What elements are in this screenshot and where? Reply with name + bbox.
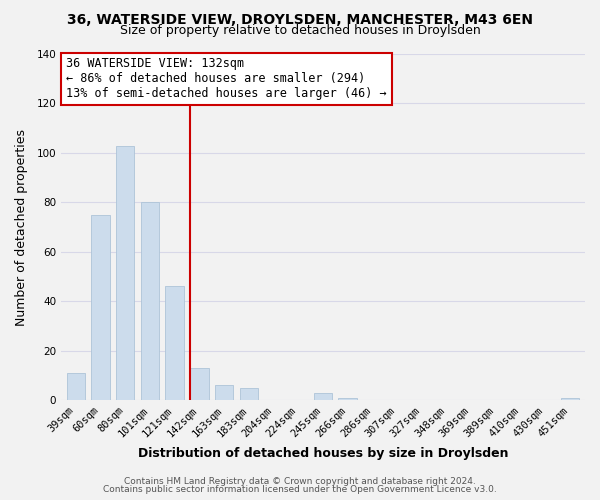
Text: 36 WATERSIDE VIEW: 132sqm
← 86% of detached houses are smaller (294)
13% of semi: 36 WATERSIDE VIEW: 132sqm ← 86% of detac… — [66, 58, 387, 100]
X-axis label: Distribution of detached houses by size in Droylsden: Distribution of detached houses by size … — [138, 447, 508, 460]
Bar — [91, 214, 110, 400]
Bar — [190, 368, 209, 400]
Text: Contains HM Land Registry data © Crown copyright and database right 2024.: Contains HM Land Registry data © Crown c… — [124, 477, 476, 486]
Bar — [338, 398, 357, 400]
Bar — [239, 388, 258, 400]
Bar — [215, 386, 233, 400]
Bar — [561, 398, 580, 400]
Text: 36, WATERSIDE VIEW, DROYLSDEN, MANCHESTER, M43 6EN: 36, WATERSIDE VIEW, DROYLSDEN, MANCHESTE… — [67, 12, 533, 26]
Bar — [67, 373, 85, 400]
Bar — [140, 202, 159, 400]
Bar — [166, 286, 184, 400]
Text: Size of property relative to detached houses in Droylsden: Size of property relative to detached ho… — [119, 24, 481, 37]
Y-axis label: Number of detached properties: Number of detached properties — [15, 128, 28, 326]
Bar — [314, 393, 332, 400]
Text: Contains public sector information licensed under the Open Government Licence v3: Contains public sector information licen… — [103, 485, 497, 494]
Bar — [116, 146, 134, 400]
